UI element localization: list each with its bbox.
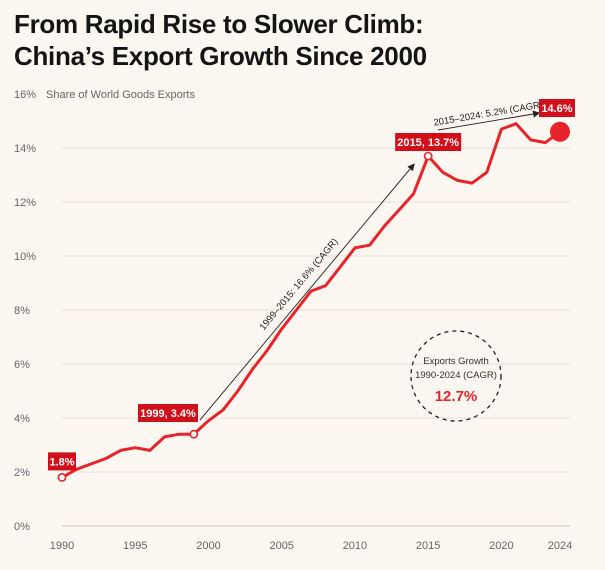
x-tick-label: 1990 (50, 540, 74, 552)
label-1990: 1.8% (49, 456, 74, 468)
arrow-2015-2024 (438, 110, 541, 131)
y-tick-label: 0% (14, 521, 30, 533)
series-line (60, 122, 562, 479)
x-tick-label: 2015 (416, 540, 440, 552)
y-tick-label: 16% (14, 89, 36, 101)
y-tick-label: 2% (14, 467, 30, 479)
cagr-2015-2024-label: 2015–2024: 5.2% (CAGR) (433, 99, 544, 128)
x-tick-label: 2010 (343, 540, 367, 552)
label-2015-bg (395, 133, 462, 151)
label-1999: 1999, 3.4% (140, 408, 196, 420)
title-line-1: From Rapid Rise to Slower Climb: (14, 9, 424, 39)
cagr-circle-annotation: Exports Growth 1990-2024 (CAGR) 12.7% (410, 330, 502, 422)
y-tick-label: 8% (14, 305, 30, 317)
x-tick-label: 1995 (123, 540, 147, 552)
circle-line-1: Exports Growth (423, 356, 488, 367)
chart-title: From Rapid Rise to Slower Climb: China’s… (14, 8, 427, 72)
title-line-2: China’s Export Growth Since 2000 (14, 41, 427, 71)
label-2024: 14.6% (541, 103, 572, 115)
y-tick-label: 4% (14, 413, 30, 425)
y-tick-label: 10% (14, 251, 36, 263)
point-markers (57, 121, 570, 482)
circle-line-2: 1990-2024 (CAGR) (415, 370, 497, 381)
end-point-marker (550, 121, 570, 142)
x-tick-label: 2005 (269, 540, 293, 552)
circle-value: 12.7% (435, 388, 478, 405)
label-2015: 2015, 13.7% (397, 137, 459, 149)
x-tick-label: 2020 (489, 540, 513, 552)
dashed-circle (410, 330, 502, 422)
point-marker (423, 151, 433, 161)
y-axis-label: Share of World Goods Exports (46, 89, 195, 101)
point-marker (57, 472, 67, 482)
label-1990-bg (48, 452, 76, 471)
arrow-1999-2015 (199, 163, 415, 421)
gridlines (62, 147, 570, 527)
x-tick-label: 2000 (196, 540, 220, 552)
y-axis-ticks: 0% 2% 4% 6% 8% 10% 12% 14% 16% (14, 89, 36, 533)
x-tick-label: 2024 (548, 540, 572, 552)
data-labels: 1.8% 1999, 3.4% 2015, 13.7% 14.6% (48, 99, 575, 471)
y-tick-label: 14% (14, 143, 36, 155)
y-tick-label: 12% (14, 197, 36, 209)
label-1999-bg (138, 404, 198, 422)
point-marker (189, 429, 199, 439)
y-tick-label: 6% (14, 359, 30, 371)
label-2024-bg (539, 99, 575, 117)
x-axis-ticks: 1990 1995 2000 2005 2010 2015 2020 2024 (50, 540, 572, 552)
